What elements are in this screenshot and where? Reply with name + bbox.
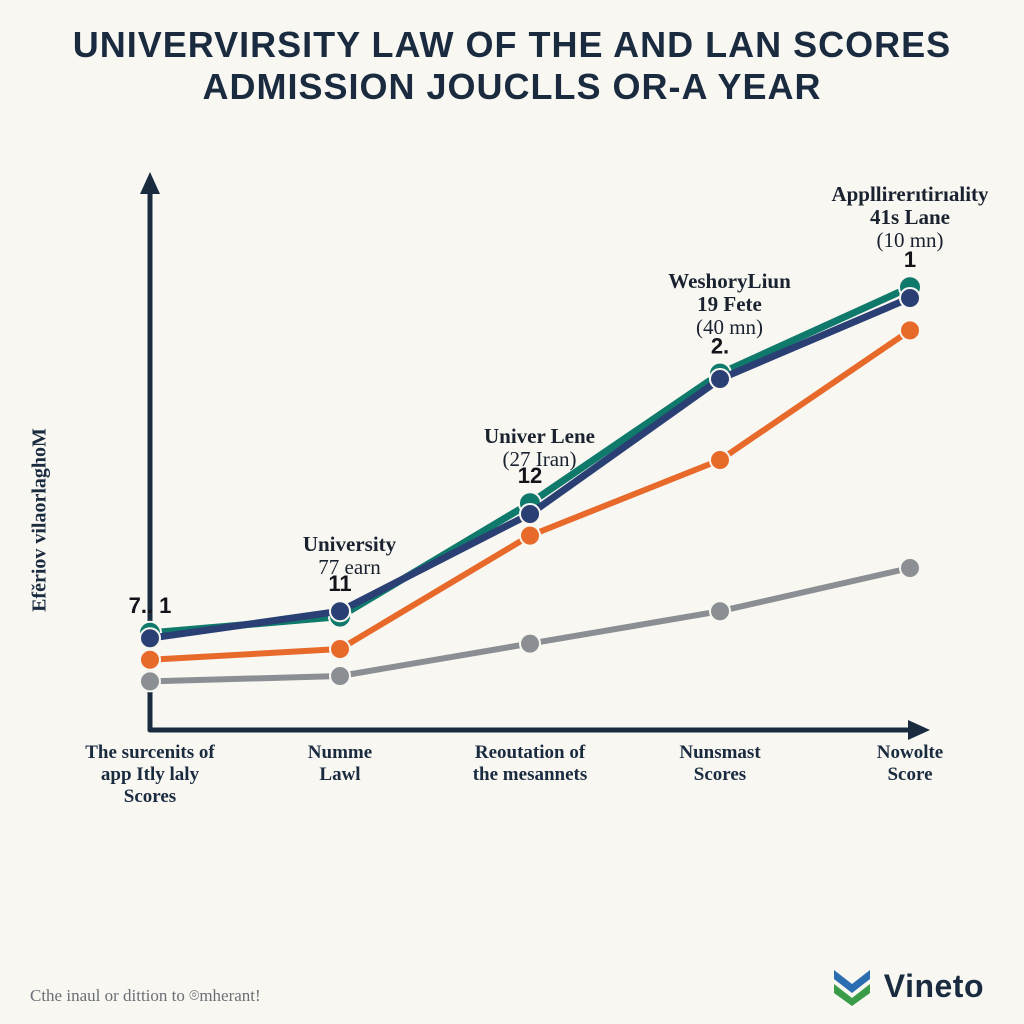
series-annotation: WeshoryLiun19 Fete(40 mn)	[668, 270, 791, 339]
x-tick-label: The surcenits ofapp Itly lalyScores	[65, 742, 235, 808]
y-axis-label: Efěriov vilaorlaghoM	[29, 428, 52, 612]
series-annotation: Appllirerıtirıality41s Lane(10 mn)	[831, 183, 988, 252]
title-line-1: UNIVERVIRSITY LAW OF THE AND LAN SCORES	[40, 24, 984, 66]
plot-svg: 7.. 111122.1	[110, 170, 940, 780]
series-annotation: University77 earn	[303, 533, 396, 579]
x-tick-label: Reoutation ofthe mesannets	[445, 742, 615, 786]
brand-name: Vineto	[884, 968, 984, 1005]
title-line-2: ADMISSION JOUCLLS OR-A YEAR	[40, 66, 984, 108]
x-tick-label: NunsmastScores	[635, 742, 805, 786]
brand: Vineto	[830, 966, 984, 1006]
x-tick-label: NowolteScore	[825, 742, 995, 786]
footer-caption: Cthe inaul or dittion to ⌾mherant!	[30, 986, 261, 1006]
brand-logo-icon	[830, 966, 874, 1006]
svg-text:7.. 1: 7.. 1	[129, 593, 172, 618]
line-chart: Efěriov vilaorlaghoM 7.. 111122.1 The su…	[50, 170, 970, 870]
chart-title: UNIVERVIRSITY LAW OF THE AND LAN SCORES …	[0, 0, 1024, 118]
x-tick-label: NummeLawl	[255, 742, 425, 786]
series-annotation: Univer Lene(27 Iran)	[484, 425, 595, 471]
